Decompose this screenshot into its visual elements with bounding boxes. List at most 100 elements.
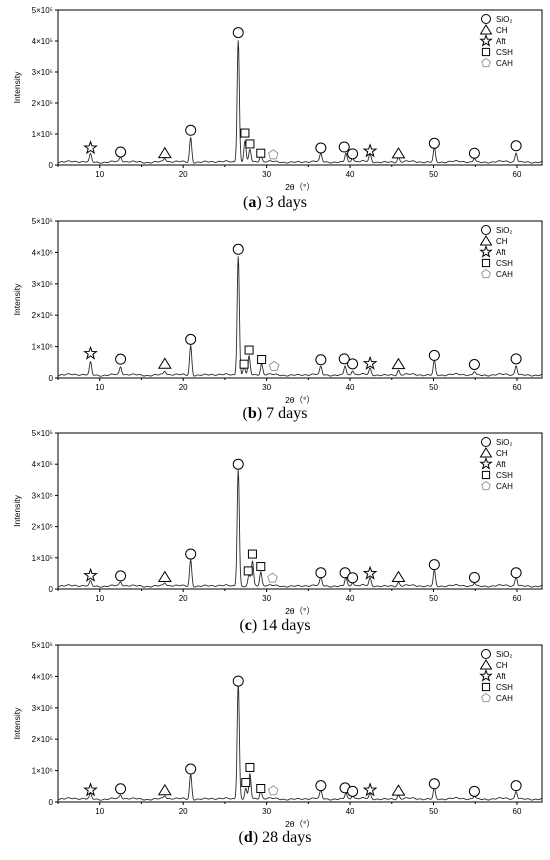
y-tick-label: 1×10⁵	[32, 343, 53, 352]
marker-ch	[391, 784, 406, 796]
legend-symbol-csh	[481, 258, 491, 268]
marker-sio2	[347, 358, 359, 370]
marker-sio2	[338, 141, 350, 153]
marker-sio2	[185, 763, 197, 775]
x-tick-label: 50	[429, 383, 438, 392]
marker-sio2	[232, 27, 244, 39]
x-tick-label: 20	[179, 170, 188, 179]
legend-label: Aft	[496, 460, 507, 469]
marker-sio2	[115, 353, 127, 365]
legend-symbol-ch	[479, 235, 493, 246]
legend-label: CH	[496, 449, 508, 458]
legend-label: CAH	[496, 694, 513, 703]
xrd-trace	[57, 683, 543, 801]
legend-symbol-sio2	[481, 225, 491, 235]
marker-sio2	[468, 785, 480, 797]
legend-symbol-csh	[481, 47, 491, 57]
marker-sio2	[315, 354, 327, 366]
legend-label: Aft	[496, 37, 507, 46]
marker-ch	[157, 570, 172, 583]
legend-label: CH	[496, 26, 508, 35]
marker-sio2	[428, 137, 440, 149]
y-tick-label: 4×10⁵	[32, 460, 53, 469]
y-tick-label: 0	[49, 374, 54, 383]
legend-symbol-cah	[481, 692, 491, 703]
y-tick-label: 2×10⁵	[32, 99, 53, 108]
plot-frame	[57, 644, 543, 803]
legend-label: CSH	[496, 48, 513, 57]
marker-ch	[157, 357, 172, 369]
legend-symbol-cah	[481, 268, 491, 279]
y-tick-label: 3×10⁵	[32, 491, 53, 500]
marker-sio2	[115, 783, 127, 795]
marker-csh	[256, 148, 266, 158]
plot-frame	[57, 220, 543, 379]
legend-symbol-aft	[479, 456, 493, 470]
marker-sio2	[347, 148, 359, 160]
x-tick-label: 60	[513, 170, 522, 179]
marker-sio2	[232, 243, 244, 255]
legend-label: CH	[496, 661, 508, 670]
marker-sio2	[115, 146, 127, 158]
legend-label: SiO₂	[496, 650, 512, 659]
marker-cah	[268, 360, 280, 371]
marker-sio2	[428, 559, 440, 571]
y-tick-label: 4×10⁵	[32, 672, 53, 681]
x-tick-label: 10	[95, 807, 104, 816]
legend-label: CH	[496, 237, 508, 246]
x-tick-label: 40	[346, 807, 355, 816]
marker-sio2	[510, 567, 522, 579]
panel-caption: (a) 3 days	[243, 194, 307, 211]
x-axis-title: 2θ（°）	[285, 182, 315, 192]
y-tick-label: 1×10⁵	[32, 767, 53, 776]
y-tick-label: 2×10⁵	[32, 735, 53, 744]
marker-csh	[245, 762, 255, 772]
marker-csh	[241, 778, 251, 788]
legend-symbol-csh	[481, 470, 491, 480]
x-tick-label: 40	[346, 594, 355, 603]
marker-sio2	[510, 780, 522, 792]
marker-sio2	[428, 778, 440, 790]
marker-sio2	[510, 140, 522, 152]
marker-sio2	[315, 142, 327, 154]
panel-caption: (b) 7 days	[243, 405, 308, 422]
x-tick-label: 60	[513, 594, 522, 603]
marker-cah	[267, 149, 279, 160]
marker-ch	[157, 146, 172, 159]
marker-aft	[362, 782, 378, 797]
marker-ch	[391, 357, 406, 370]
y-tick-label: 4×10⁵	[32, 248, 53, 257]
x-tick-label: 10	[95, 170, 104, 179]
legend-symbol-csh	[481, 682, 491, 692]
y-tick-label: 1×10⁵	[32, 130, 53, 139]
y-axis-title: Intensity	[12, 283, 22, 315]
y-axis-title: Intensity	[12, 494, 22, 526]
y-axis-title: Intensity	[12, 707, 22, 739]
y-tick-label: 3×10⁵	[32, 704, 53, 713]
marker-aft	[83, 345, 98, 360]
x-tick-label: 40	[346, 383, 355, 392]
y-tick-label: 2×10⁵	[32, 523, 53, 532]
y-tick-label: 4×10⁵	[32, 37, 53, 46]
marker-sio2	[347, 572, 359, 584]
legend-label: CSH	[496, 259, 513, 268]
x-tick-label: 50	[429, 594, 438, 603]
x-tick-label: 30	[262, 594, 271, 603]
marker-aft	[362, 565, 378, 580]
legend-symbol-sio2	[481, 649, 491, 659]
marker-sio2	[338, 353, 350, 365]
marker-csh	[244, 345, 254, 355]
marker-aft	[83, 567, 98, 582]
marker-csh	[256, 783, 266, 793]
xrd-panel-c: 0 1×10⁵ 2×10⁵ 3×10⁵ 4×10⁵ 5×10⁵ 10 20 30 40 50 60 2θ…	[12, 429, 543, 634]
marker-csh	[239, 359, 249, 369]
legend-symbol-cah	[481, 57, 491, 68]
legend-symbol-ch	[479, 24, 493, 35]
marker-sio2	[115, 570, 127, 582]
marker-sio2	[185, 548, 197, 560]
marker-aft	[362, 143, 378, 158]
y-tick-label: 0	[49, 798, 54, 807]
plot-frame	[57, 432, 543, 590]
legend-label: SiO₂	[496, 438, 512, 447]
legend-label: SiO₂	[496, 15, 512, 24]
